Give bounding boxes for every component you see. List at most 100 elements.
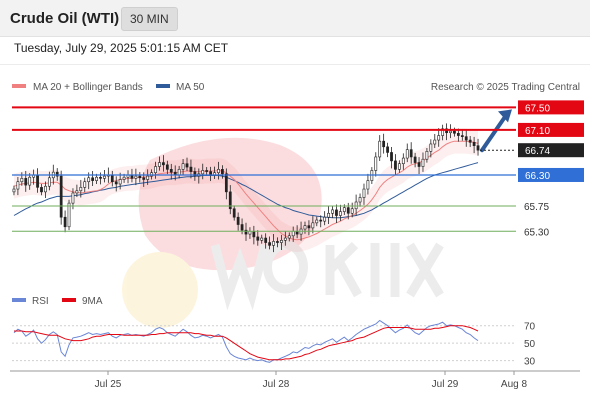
candle-body	[158, 162, 161, 167]
candle-body	[185, 163, 189, 168]
rsi-legend-label: RSI	[32, 296, 49, 307]
candle	[283, 231, 287, 246]
candle-body	[177, 169, 181, 176]
candle-body	[433, 139, 437, 145]
candle	[169, 163, 173, 180]
level-tag-67.10	[518, 122, 584, 137]
candle	[16, 176, 20, 196]
candle	[319, 215, 323, 228]
candle-body	[201, 170, 205, 175]
candle	[193, 167, 197, 181]
candle-body	[71, 192, 75, 204]
candle	[460, 129, 464, 141]
candle-body	[425, 151, 429, 160]
candle-body	[181, 163, 185, 170]
candle-body	[138, 175, 142, 179]
candle	[421, 152, 425, 172]
candle	[40, 183, 43, 196]
candle	[350, 202, 354, 218]
ma50-legend-label: MA 50	[176, 82, 205, 93]
level-label-66.74: 66.74	[525, 146, 550, 157]
candle	[83, 177, 87, 193]
candle-body	[165, 164, 169, 170]
candle-body	[291, 230, 295, 237]
candle-body	[456, 132, 460, 136]
rsi-panel: 70 50 30	[12, 319, 536, 368]
candle	[201, 163, 205, 180]
candle-body	[122, 176, 126, 180]
candle-body	[134, 175, 138, 179]
candle-body	[36, 174, 39, 188]
candle-body	[114, 181, 118, 185]
candle	[224, 168, 228, 200]
candle-body	[146, 175, 150, 180]
rsi-tick-50: 50	[524, 339, 536, 350]
candle	[79, 179, 83, 198]
candle-body	[429, 143, 433, 152]
candle-body	[40, 187, 43, 193]
ma50-legend-swatch	[156, 84, 170, 88]
candle	[335, 204, 338, 223]
level-tag-66.74	[518, 143, 584, 158]
x-tick-label: Aug 8	[501, 379, 528, 390]
candle	[378, 135, 382, 162]
candle-body	[468, 139, 472, 143]
candle	[468, 135, 472, 148]
candle	[154, 161, 157, 179]
candle-body	[87, 177, 91, 183]
candle-body	[460, 135, 464, 137]
ma20-line	[13, 140, 479, 241]
candle	[464, 129, 468, 147]
level-label-67.50: 67.50	[525, 103, 550, 114]
candle	[165, 160, 169, 175]
candle	[409, 142, 413, 164]
candle-body	[362, 188, 366, 198]
candle-body	[287, 235, 291, 239]
rsi-line	[13, 319, 479, 363]
candle-body	[224, 173, 228, 193]
candle	[205, 167, 209, 175]
candle	[382, 133, 386, 154]
candle	[91, 171, 95, 187]
ma20-legend-label: MA 20 + Bollinger Bands	[33, 82, 143, 93]
candle	[331, 205, 334, 218]
candle	[287, 232, 291, 242]
candle-body	[311, 222, 315, 229]
rsi-tick-70: 70	[524, 322, 536, 333]
candle-body	[421, 158, 425, 167]
candle-body	[99, 176, 102, 179]
rsi-legend: RSI 9MA	[12, 296, 103, 307]
level-tag-66.30	[518, 167, 584, 182]
candle-body	[283, 237, 287, 241]
candle	[185, 157, 189, 172]
candle-body	[319, 219, 323, 222]
candle	[323, 211, 327, 226]
candle-body	[386, 146, 389, 153]
candle-body	[350, 208, 354, 214]
candle-body	[169, 169, 173, 173]
level-label-66.30: 66.30	[525, 171, 550, 182]
candle-body	[24, 178, 28, 186]
candle-body	[437, 135, 441, 141]
candle	[158, 156, 161, 171]
candle	[264, 233, 268, 249]
candle-body	[394, 160, 397, 170]
rsi-ma-legend-swatch	[62, 298, 76, 302]
candle	[417, 157, 421, 174]
candle-body	[405, 149, 409, 159]
interval-badge[interactable]: 30 MIN	[121, 7, 178, 31]
x-axis: Jul 25 Jul 28 Jul 29 Aug 8	[10, 370, 580, 390]
x-tick-label: Jul 28	[263, 379, 290, 390]
candle-body	[397, 163, 401, 170]
candle-body	[91, 177, 95, 181]
candle-body	[264, 237, 268, 243]
candle-body	[342, 207, 346, 212]
candle	[67, 199, 71, 231]
candle	[232, 205, 236, 221]
candle	[12, 185, 16, 196]
candle-body	[252, 230, 256, 238]
candle-body	[378, 140, 382, 158]
candle	[366, 173, 370, 195]
candle-body	[366, 180, 370, 190]
candle-body	[303, 225, 307, 230]
